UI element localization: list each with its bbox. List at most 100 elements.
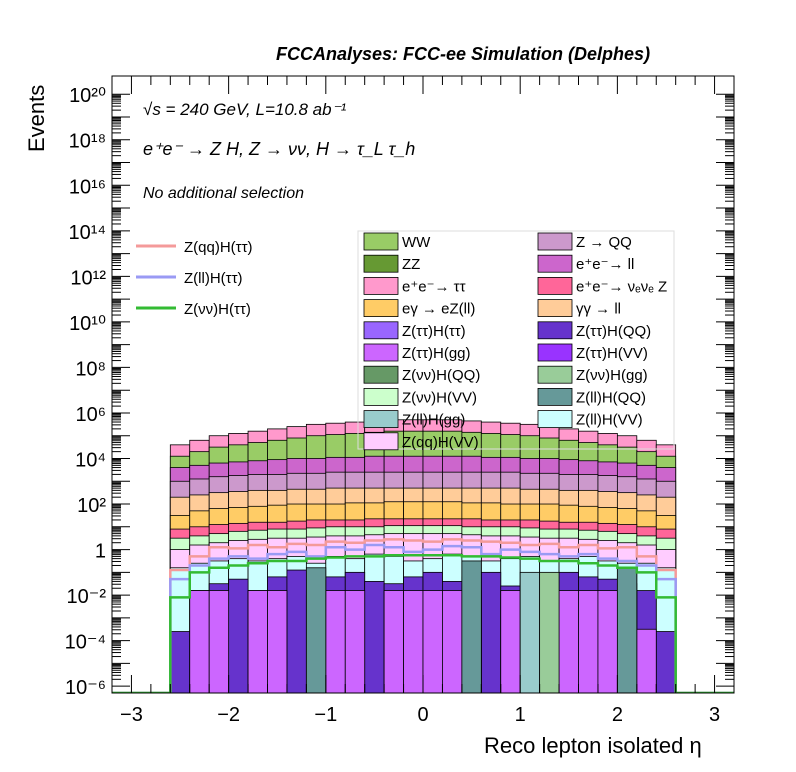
bar-z-h-gg- [442, 590, 463, 693]
y-tick-label: 10¹⁶ [69, 176, 106, 198]
bar-z-h-gg- [247, 590, 268, 693]
bar-z-h-gg- [500, 590, 521, 693]
legend-entry-label: e⁺e⁻→ ll [576, 256, 634, 273]
legend-entry-label: Z(ττ)H(gg) [402, 345, 471, 362]
legend-entry-label: Z(qq)H(VV) [402, 434, 479, 451]
y-tick-label: 10⁴ [75, 449, 106, 471]
bar-z-h-gg- [267, 590, 288, 693]
legend-entry-label: Z(ll)H(gg) [402, 412, 465, 429]
bar-z-ll-h-qq- [461, 560, 482, 693]
x-tick-label: −2 [217, 704, 240, 726]
bar-z-ll-h-gg- [519, 571, 541, 693]
legend-swatch [537, 232, 573, 251]
signal-line-z-qq-h- [112, 538, 734, 693]
bar-z-h-gg- [325, 590, 346, 693]
legend-swatch [363, 387, 399, 406]
x-axis-label: Reco lepton isolated η [484, 733, 702, 758]
bar-z-h-gg- [383, 590, 404, 693]
y-tick-label: 10⁻² [67, 586, 107, 608]
bar-z-h-qq- [480, 571, 502, 693]
y-tick-label: 10¹² [70, 267, 106, 289]
x-tick-label: −1 [314, 704, 337, 726]
legend-swatch [537, 365, 573, 384]
y-tick-label: 10²⁰ [69, 85, 106, 107]
legend-swatch [363, 343, 399, 362]
bar-z-h-gg- [636, 628, 657, 693]
legend-box [357, 230, 675, 450]
legend-entry-label: WW [402, 234, 431, 251]
bar-z-ll-h-qq- [305, 567, 327, 693]
legend-swatch [363, 321, 399, 340]
y-axis-label: Events [24, 84, 49, 152]
legend-swatch [537, 299, 573, 318]
legend-swatch [537, 254, 573, 273]
y-tick-label: 10⁻⁶ [65, 677, 106, 699]
legend-entry-label: Z(νν)H(VV) [402, 389, 477, 406]
legend-swatch [363, 254, 399, 273]
y-tick-label: 10⁻⁴ [65, 632, 106, 654]
chart-title: FCCAnalyses: FCC-ee Simulation (Delphes) [276, 44, 651, 64]
legend-entry-label: Z(ττ)H(QQ) [576, 323, 651, 340]
legend-entry-label: Z(ττ)H(VV) [576, 345, 648, 362]
legend-entry-label: Z(νν)H(QQ) [402, 367, 480, 384]
bar-z-h-qq- [286, 569, 307, 693]
selection-label: No additional selection [143, 185, 304, 202]
bar-z-h-gg- [344, 590, 366, 693]
bar-z-h-qq- [169, 631, 191, 693]
y-tick-label: 10⁶ [76, 404, 106, 426]
legend-entry-label: e⁺e⁻→ ττ [402, 278, 466, 295]
legend-entry-label: eγ → eZ(ll) [402, 301, 475, 318]
legend-entry-label: e⁺e⁻→ νₑνₑ Z [576, 278, 667, 295]
legend: Z(qq)H(ττ) Z(ll)H(ττ) Z(νν)H(ττ) WW Z → QQ ZZ… [136, 232, 667, 451]
legend-entry-label: Z(ll)H(QQ) [576, 389, 646, 406]
legend-entry-label: ZZ [402, 256, 420, 273]
legend-swatch [537, 387, 573, 406]
bar-z-h-gg- [578, 590, 599, 693]
bar-z-h-gg- [189, 590, 210, 693]
legend-swatch [537, 410, 573, 429]
legend-swatch [363, 232, 399, 251]
legend-entry-label: Z → QQ [576, 234, 632, 251]
x-tick-label: 3 [709, 704, 720, 726]
bar-z-h-gg- [558, 590, 579, 693]
legend-swatch [363, 432, 399, 451]
process-label: e⁺e⁻ → Z H, Z → νν, H → τ_L τ_h [143, 139, 416, 159]
y-tick-label: 10² [77, 495, 106, 517]
x-axis: −3 −2 −1 0 1 2 3 [111, 76, 735, 726]
legend-swatch [363, 299, 399, 318]
bar-z-h-gg- [539, 571, 560, 693]
y-tick-label: 10⁸ [75, 358, 106, 380]
legend-swatch [363, 365, 399, 384]
x-tick-label: −3 [120, 704, 143, 726]
legend-entry-label: Z(qq)H(ττ) [184, 239, 253, 256]
legend-swatch [537, 343, 573, 362]
bar-z-h-gg- [597, 590, 618, 693]
y-tick-label: 10¹⁰ [69, 313, 106, 335]
bar-z-h-gg- [403, 590, 424, 693]
bar-z-h-qq- [228, 578, 249, 693]
legend-entry-label: Z(ττ)H(ττ) [402, 323, 466, 340]
bar-z-h-gg- [422, 590, 443, 693]
signal-line-z-ll-h- [112, 543, 734, 693]
y-tick-label: 10¹⁴ [69, 222, 107, 244]
legend-entry-label: Z(ll)H(VV) [576, 412, 643, 429]
x-tick-label: 1 [515, 704, 526, 726]
y-tick-label: 1 [95, 541, 106, 563]
y-axis: 10⁻⁶ 10⁻⁴ 10⁻² 1 10² 10⁴ 10⁶ 10⁸ 10¹⁰ 10¹² 10¹⁴ 10¹… [65, 85, 734, 699]
energy-luminosity-label: √s = 240 GeV, L=10.8 ab⁻¹ [143, 100, 347, 119]
x-tick-label: 0 [417, 704, 428, 726]
legend-entry-label: Z(νν)H(ττ) [184, 301, 251, 318]
bar-z-ll-h-qq- [616, 567, 638, 693]
legend-swatch [537, 276, 573, 295]
bar-z-h-qq- [655, 631, 677, 693]
legend-swatch [363, 410, 399, 429]
legend-entry-label: Z(ll)H(ττ) [184, 270, 243, 287]
y-tick-label: 10¹⁸ [69, 131, 106, 153]
legend-entry-label: γγ → ll [576, 301, 621, 318]
legend-entry-label: Z(νν)H(gg) [576, 367, 648, 384]
legend-swatch [363, 276, 399, 295]
signal-line-z-h- [112, 554, 734, 693]
legend-swatch [537, 321, 573, 340]
bar-z-h-qq- [364, 581, 385, 693]
